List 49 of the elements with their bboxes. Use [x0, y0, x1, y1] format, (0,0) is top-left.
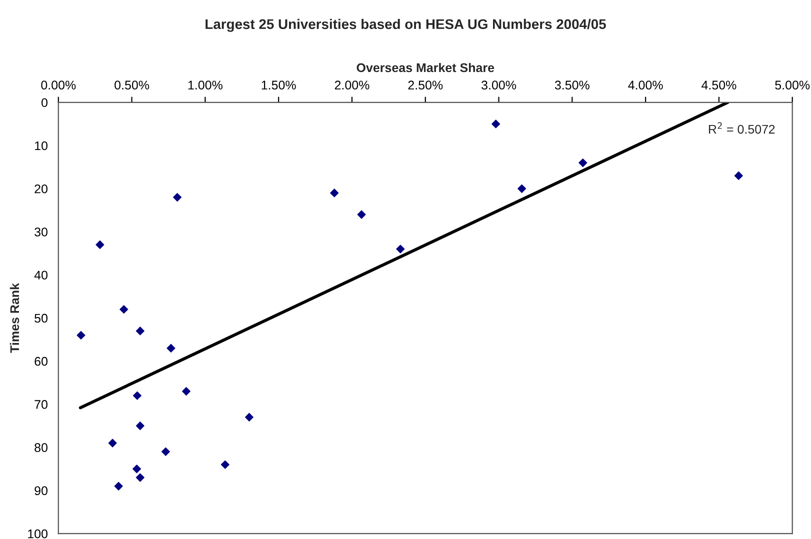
y-tick-label: 30 [34, 228, 48, 236]
point [136, 326, 144, 336]
point [108, 438, 117, 448]
point [120, 305, 128, 314]
x-axis-title: Overseas Market Share [356, 62, 494, 72]
point [396, 244, 405, 254]
x-tick-label: 3.00% [482, 80, 516, 90]
y-tick-label: 90 [34, 486, 48, 496]
point [330, 188, 339, 198]
point [166, 344, 176, 352]
point [132, 391, 142, 400]
y-tick-label: 70 [34, 400, 48, 409]
x-tick-label: 4.00% [628, 80, 663, 90]
point [76, 330, 86, 340]
point [734, 171, 743, 180]
point [96, 240, 104, 249]
point [492, 120, 500, 128]
x-tick-label: 1.00% [188, 80, 222, 90]
y-tick-label: 100 [28, 529, 48, 538]
point [173, 192, 182, 202]
x-tick-label: 2.50% [408, 80, 443, 90]
point [132, 464, 142, 474]
y-tick-label: 60 [34, 356, 48, 366]
point [244, 412, 254, 422]
annotation: R$^{2}$ = 0.5072 [708, 122, 775, 134]
y-tick-label: 20 [34, 184, 48, 194]
y-tick-label: 40 [34, 270, 48, 280]
x-tick-label: 3.50% [554, 80, 590, 90]
y-tick-label: 10 [35, 141, 48, 150]
point [518, 184, 526, 193]
point [114, 482, 123, 490]
x-tick-label: 1.50% [262, 80, 296, 90]
y-tick-label: 0 [42, 98, 48, 108]
y-tick-label: 80 [34, 443, 48, 452]
x-tick-label: 2.00% [334, 80, 370, 90]
point [161, 447, 170, 456]
point [578, 158, 588, 168]
point [136, 422, 144, 430]
y-axis-title: Times Rank [10, 283, 20, 353]
x-tick-label: 4.50% [702, 80, 736, 90]
x-tick-label: 5.00% [775, 80, 810, 90]
point [357, 210, 366, 219]
point [220, 460, 230, 469]
chart-title: Largest 25 Universities based on HESA UG Numbers 2004/05 [206, 18, 606, 32]
x-tick-label: 0.50% [114, 80, 150, 90]
point [182, 387, 191, 396]
x-tick-label: 0.00% [41, 80, 76, 90]
point [136, 473, 144, 482]
y-tick-label: 50 [34, 314, 48, 323]
